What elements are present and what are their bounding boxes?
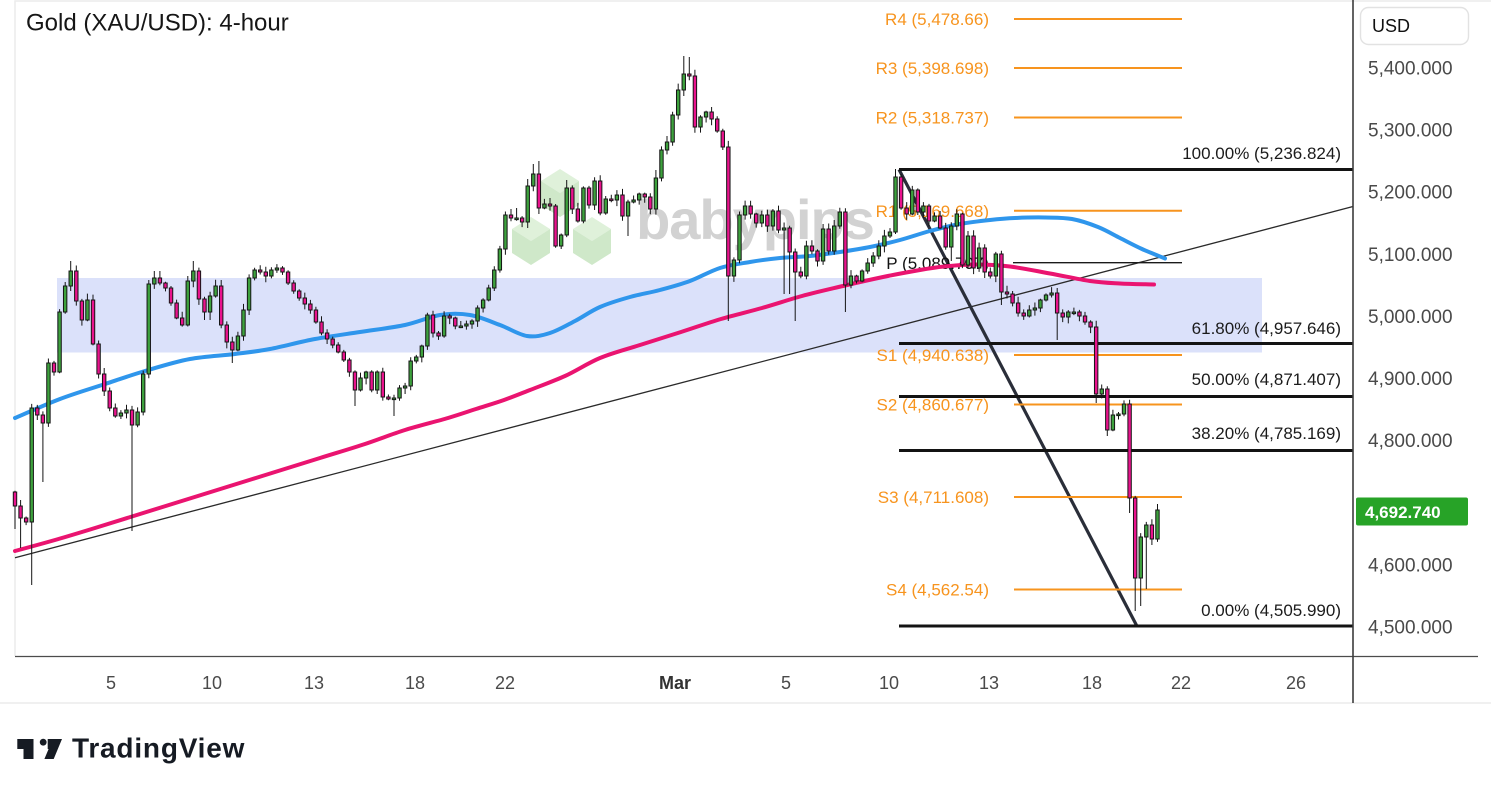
svg-text:100.00% (5,236.824): 100.00% (5,236.824) xyxy=(1182,144,1341,163)
svg-text:R3 (5,398.698): R3 (5,398.698) xyxy=(876,59,989,78)
svg-text:5,300.000: 5,300.000 xyxy=(1368,121,1453,142)
svg-text:5: 5 xyxy=(106,673,116,693)
svg-text:50.00% (4,871.407): 50.00% (4,871.407) xyxy=(1192,370,1341,389)
svg-text:4,600.000: 4,600.000 xyxy=(1368,555,1453,576)
svg-text:USD: USD xyxy=(1372,16,1410,36)
svg-text:4,500.000: 4,500.000 xyxy=(1368,617,1453,638)
svg-text:22: 22 xyxy=(1171,673,1191,693)
svg-text:R1 (5,169.668): R1 (5,169.668) xyxy=(876,202,989,221)
svg-text:5,200.000: 5,200.000 xyxy=(1368,183,1453,204)
svg-text:4,900.000: 4,900.000 xyxy=(1368,369,1453,390)
svg-text:18: 18 xyxy=(405,673,425,693)
svg-text:13: 13 xyxy=(979,673,999,693)
svg-text:R4 (5,478.66): R4 (5,478.66) xyxy=(885,10,989,29)
svg-text:61.80% (4,957.646): 61.80% (4,957.646) xyxy=(1192,319,1341,338)
svg-text:Mar: Mar xyxy=(659,673,691,693)
svg-text:TradingView: TradingView xyxy=(72,733,245,764)
svg-text:5,100.000: 5,100.000 xyxy=(1368,245,1453,266)
svg-text:5: 5 xyxy=(781,673,791,693)
svg-text:22: 22 xyxy=(495,673,515,693)
svg-text:S2 (4,860.677): S2 (4,860.677) xyxy=(877,396,989,415)
svg-text:S3 (4,711.608): S3 (4,711.608) xyxy=(878,488,989,507)
svg-text:Gold (XAU/USD): 4-hour: Gold (XAU/USD): 4-hour xyxy=(26,10,289,37)
svg-text:5,000.000: 5,000.000 xyxy=(1368,307,1453,328)
svg-text:26: 26 xyxy=(1286,673,1306,693)
svg-text:13: 13 xyxy=(304,673,324,693)
svg-text:S1 (4,940.638): S1 (4,940.638) xyxy=(877,346,989,365)
svg-text:10: 10 xyxy=(202,673,222,693)
svg-text:0.00% (4,505.990): 0.00% (4,505.990) xyxy=(1201,601,1341,620)
svg-text:38.20% (4,785.169): 38.20% (4,785.169) xyxy=(1192,424,1341,443)
svg-text:4,800.000: 4,800.000 xyxy=(1368,431,1453,452)
svg-text:5,400.000: 5,400.000 xyxy=(1368,59,1453,80)
svg-text:18: 18 xyxy=(1082,673,1102,693)
svg-text:R2 (5,318.737): R2 (5,318.737) xyxy=(876,109,989,128)
svg-text:4,692.740: 4,692.740 xyxy=(1365,503,1441,522)
svg-text:S4 (4,562.54): S4 (4,562.54) xyxy=(886,581,989,600)
svg-text:10: 10 xyxy=(879,673,899,693)
